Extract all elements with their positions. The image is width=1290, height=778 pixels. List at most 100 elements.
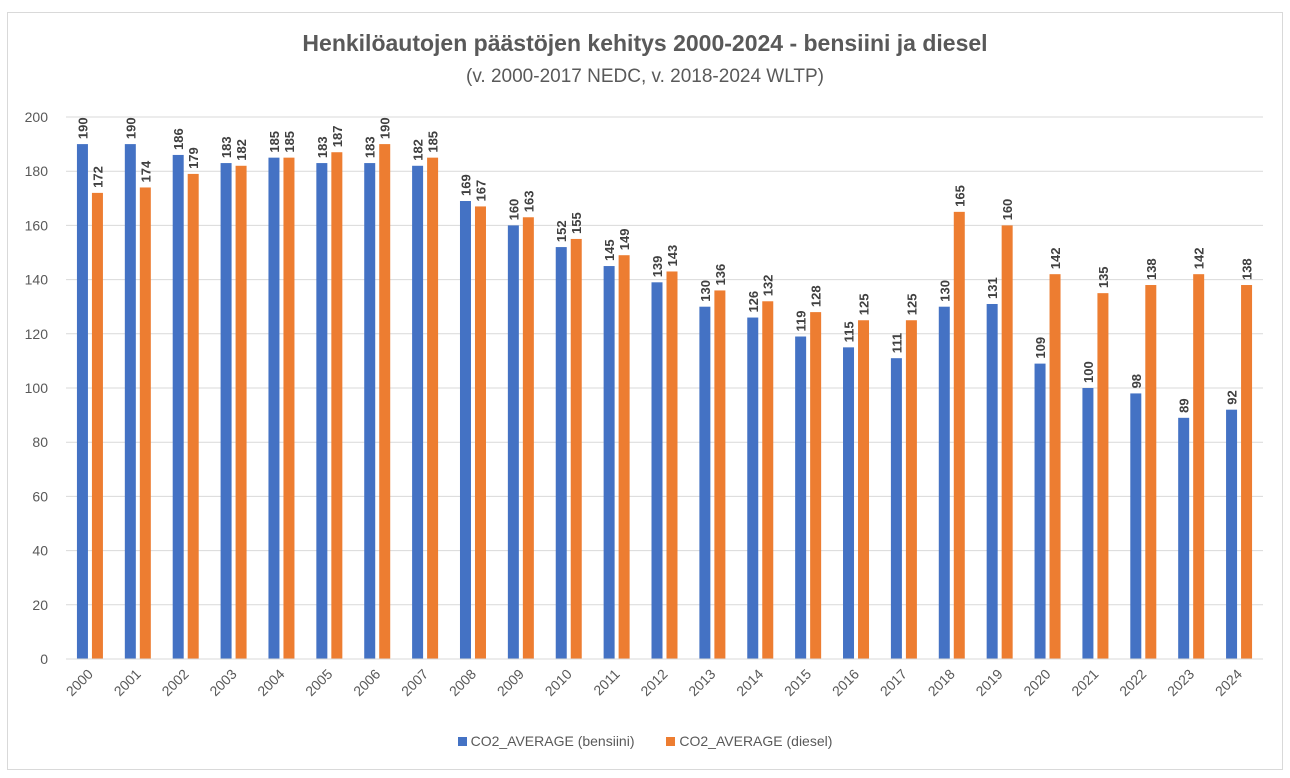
data-label-diesel-2021: 135	[1096, 266, 1111, 288]
data-label-diesel-2020: 142	[1048, 247, 1063, 269]
data-label-bensiini-2017: 111	[889, 333, 904, 353]
bar-bensiini-2004	[268, 157, 280, 659]
bar-bensiini-2016	[843, 347, 855, 659]
y-tick-label-0: 0	[40, 651, 48, 667]
bar-diesel-2000	[91, 192, 103, 659]
bar-bensiini-2014	[747, 317, 759, 659]
data-label-diesel-2018: 165	[952, 185, 967, 207]
bar-bensiini-2000	[76, 144, 88, 660]
data-label-diesel-2017: 125	[904, 294, 919, 316]
data-label-bensiini-2002: 186	[171, 128, 186, 150]
x-tick-label-2018: 2018	[925, 666, 958, 699]
data-label-bensiini-2012: 139	[650, 256, 665, 278]
chart-frame	[7, 12, 1283, 770]
bar-diesel-2010	[570, 238, 582, 659]
bar-bensiini-2010	[555, 247, 567, 659]
bar-diesel-2006	[379, 144, 391, 660]
x-tick-label-2023: 2023	[1164, 666, 1197, 699]
data-label-diesel-2022: 138	[1144, 258, 1159, 280]
y-tick-label-140: 140	[25, 272, 49, 288]
bar-diesel-2002	[187, 173, 199, 659]
bar-bensiini-2013	[699, 306, 711, 659]
data-label-bensiini-2022: 98	[1129, 374, 1144, 388]
bar-bensiini-2009	[507, 225, 519, 659]
x-tick-label-2008: 2008	[446, 666, 479, 699]
data-label-bensiini-2008: 169	[458, 174, 473, 196]
y-tick-label-100: 100	[25, 380, 49, 396]
bar-bensiini-2012	[651, 282, 663, 659]
x-tick-label-2017: 2017	[877, 666, 910, 699]
bar-bensiini-2019	[986, 303, 998, 659]
bar-diesel-2014	[762, 301, 774, 659]
data-label-diesel-2024: 138	[1240, 258, 1255, 280]
data-label-bensiini-2007: 182	[411, 139, 426, 161]
data-label-bensiini-2016: 115	[842, 321, 857, 342]
bar-diesel-2017	[905, 320, 917, 659]
data-label-diesel-2001: 174	[138, 160, 153, 182]
y-tick-label-20: 20	[32, 597, 48, 613]
x-tick-label-2006: 2006	[350, 666, 383, 699]
bar-bensiini-2006	[364, 163, 376, 659]
bar-diesel-2011	[618, 255, 630, 659]
x-tick-label-2021: 2021	[1068, 666, 1101, 699]
bar-bensiini-2007	[412, 165, 424, 659]
bar-diesel-2016	[858, 320, 870, 659]
x-tick-label-2000: 2000	[63, 666, 96, 699]
x-tick-label-2010: 2010	[542, 666, 575, 699]
x-tick-label-2005: 2005	[302, 666, 335, 699]
bar-bensiini-2020	[1034, 363, 1046, 659]
x-tick-label-2009: 2009	[494, 666, 527, 699]
data-label-bensiini-2011: 145	[602, 239, 617, 261]
bar-diesel-2022	[1145, 285, 1157, 659]
x-tick-label-2020: 2020	[1020, 666, 1053, 699]
bar-bensiini-2001	[124, 144, 136, 660]
legend-swatch-diesel	[666, 737, 676, 746]
x-tick-label-2014: 2014	[733, 666, 766, 699]
bar-bensiini-2017	[890, 358, 902, 659]
data-label-bensiini-2009: 160	[506, 199, 521, 221]
bar-bensiini-2011	[603, 266, 615, 659]
bar-diesel-2024	[1241, 285, 1253, 659]
data-label-bensiini-2021: 100	[1081, 361, 1096, 383]
data-label-bensiini-2020: 109	[1033, 337, 1048, 359]
data-label-diesel-2015: 128	[809, 285, 824, 307]
data-label-diesel-2013: 136	[713, 264, 728, 286]
bar-diesel-2021	[1097, 293, 1109, 659]
x-tick-label-2022: 2022	[1116, 666, 1149, 699]
bar-diesel-2005	[331, 152, 343, 660]
chart-legend: CO2_AVERAGE (bensiini) CO2_AVERAGE (dies…	[0, 733, 1290, 749]
bar-diesel-2008	[474, 206, 486, 659]
data-label-diesel-2002: 179	[186, 147, 201, 169]
data-label-diesel-2009: 163	[521, 191, 536, 213]
bar-diesel-2019	[1001, 225, 1013, 659]
bar-bensiini-2005	[316, 163, 328, 659]
data-label-bensiini-2019: 131	[985, 277, 1000, 299]
y-tick-label-200: 200	[25, 109, 49, 125]
bar-bensiini-2002	[172, 154, 184, 659]
data-label-diesel-2014: 132	[761, 275, 776, 297]
data-label-diesel-2005: 187	[330, 126, 345, 148]
data-label-bensiini-2024: 92	[1225, 390, 1240, 404]
x-tick-label-2016: 2016	[829, 666, 862, 699]
x-tick-label-2002: 2002	[158, 666, 191, 699]
data-label-diesel-2019: 160	[1000, 199, 1015, 221]
y-tick-label-60: 60	[32, 488, 48, 504]
bar-diesel-2015	[810, 312, 822, 659]
chart-subtitle: (v. 2000-2017 NEDC, v. 2018-2024 WLTP)	[466, 66, 824, 87]
data-label-diesel-2023: 142	[1192, 247, 1207, 269]
chart-title: Henkilöautojen päästöjen kehitys 2000-20…	[302, 30, 988, 56]
y-tick-label-120: 120	[25, 326, 49, 342]
data-label-bensiini-2004: 185	[267, 131, 282, 153]
bar-bensiini-2023	[1178, 417, 1190, 659]
bar-diesel-2020	[1049, 274, 1061, 659]
bar-bensiini-2022	[1130, 393, 1142, 659]
legend-item-bensiini: CO2_AVERAGE (bensiini)	[457, 733, 635, 749]
bar-diesel-2018	[953, 211, 965, 659]
bar-bensiini-2018	[938, 306, 950, 659]
x-tick-label-2013: 2013	[685, 666, 718, 699]
data-label-diesel-2011: 149	[617, 229, 632, 251]
x-tick-label-2004: 2004	[254, 666, 287, 699]
data-label-bensiini-2006: 183	[363, 136, 378, 158]
bar-diesel-2007	[427, 157, 439, 659]
bar-bensiini-2015	[795, 336, 807, 659]
